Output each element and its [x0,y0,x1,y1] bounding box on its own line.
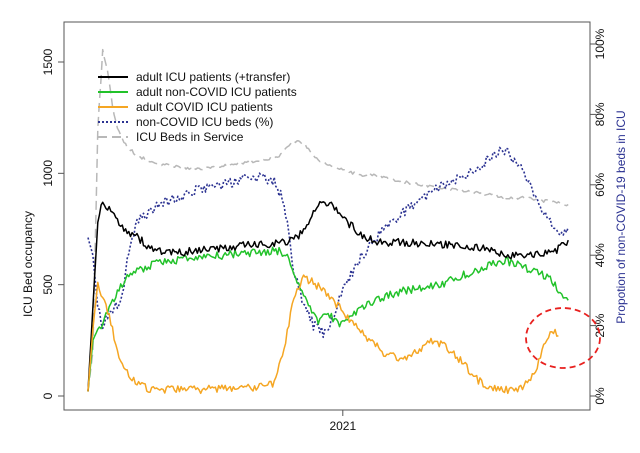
left-tick-label: 1000 [41,160,55,187]
legend-label: adult non-COVID ICU patients [136,85,297,99]
right-tick-label: 0% [593,387,607,405]
plot-frame [63,21,591,411]
series-line-3 [87,146,569,339]
legend-label: adult ICU patients (+transfer) [136,70,290,84]
y-axis-label-left: ICU Bed occupancy [21,211,35,317]
legend-label: non-COVID ICU beds (%) [136,115,273,129]
x-tick-label: 2021 [329,419,356,433]
annotation-dashed-ellipse [525,307,601,369]
left-tick-label: 0 [41,392,55,399]
right-tick-label: 100% [593,28,607,59]
right-tick-label: 80% [593,102,607,126]
x-axis: 2021 [329,410,356,433]
series-line-2 [87,274,559,395]
legend: adult ICU patients (+transfer)adult non-… [98,70,297,144]
legend-label: adult COVID ICU patients [136,100,273,114]
left-tick-label: 1500 [41,48,55,75]
y-axis-label-right: Propotion of non-COVID-19 beds in ICU [614,110,628,323]
right-tick-label: 40% [593,243,607,267]
left-tick-label: 500 [41,274,55,294]
right-tick-label: 20% [593,313,607,337]
left-y-axis: 0 500 1000 1500 [41,48,64,399]
right-y-axis: 0% 20% 40% 60% 80% 100% [590,28,607,405]
legend-label: ICU Beds in Service [136,130,244,144]
series-line-0 [87,200,569,392]
series-layer [87,48,569,395]
series-line-1 [87,246,569,392]
series-line-4 [87,48,569,392]
right-tick-label: 60% [593,172,607,196]
